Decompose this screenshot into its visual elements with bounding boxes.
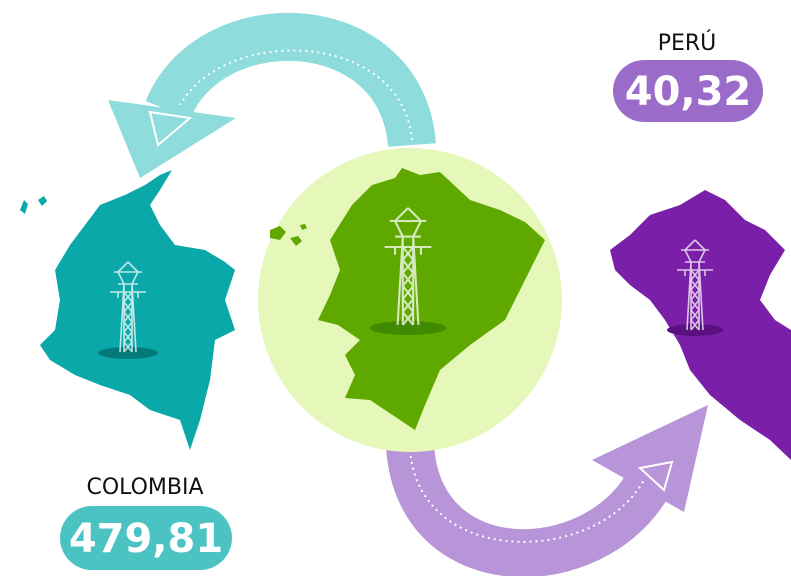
colombia-value: 479,81 — [69, 516, 223, 562]
arrow-to-peru — [386, 442, 678, 576]
peru-value: 40,32 — [625, 69, 752, 115]
colombia-map — [40, 170, 235, 450]
colombia-pill — [60, 506, 232, 570]
dotted-line — [179, 49, 413, 141]
colombia-islands — [20, 196, 47, 214]
tower-base — [370, 321, 446, 335]
arrow-head — [592, 405, 708, 512]
peru-pill — [613, 60, 763, 122]
arrow-head — [108, 100, 236, 178]
galapagos — [270, 224, 307, 246]
arrow-to-colombia — [145, 12, 436, 149]
arrow-head-outline — [637, 460, 674, 492]
peru-label: PERÚ — [658, 30, 717, 56]
dotted-line — [409, 449, 646, 543]
tower-base — [98, 347, 158, 359]
tower-base — [667, 324, 723, 336]
ecuador-map — [318, 168, 545, 430]
colombia-label: COLOMBIA — [86, 475, 203, 500]
arrow-head-outline — [148, 110, 193, 147]
